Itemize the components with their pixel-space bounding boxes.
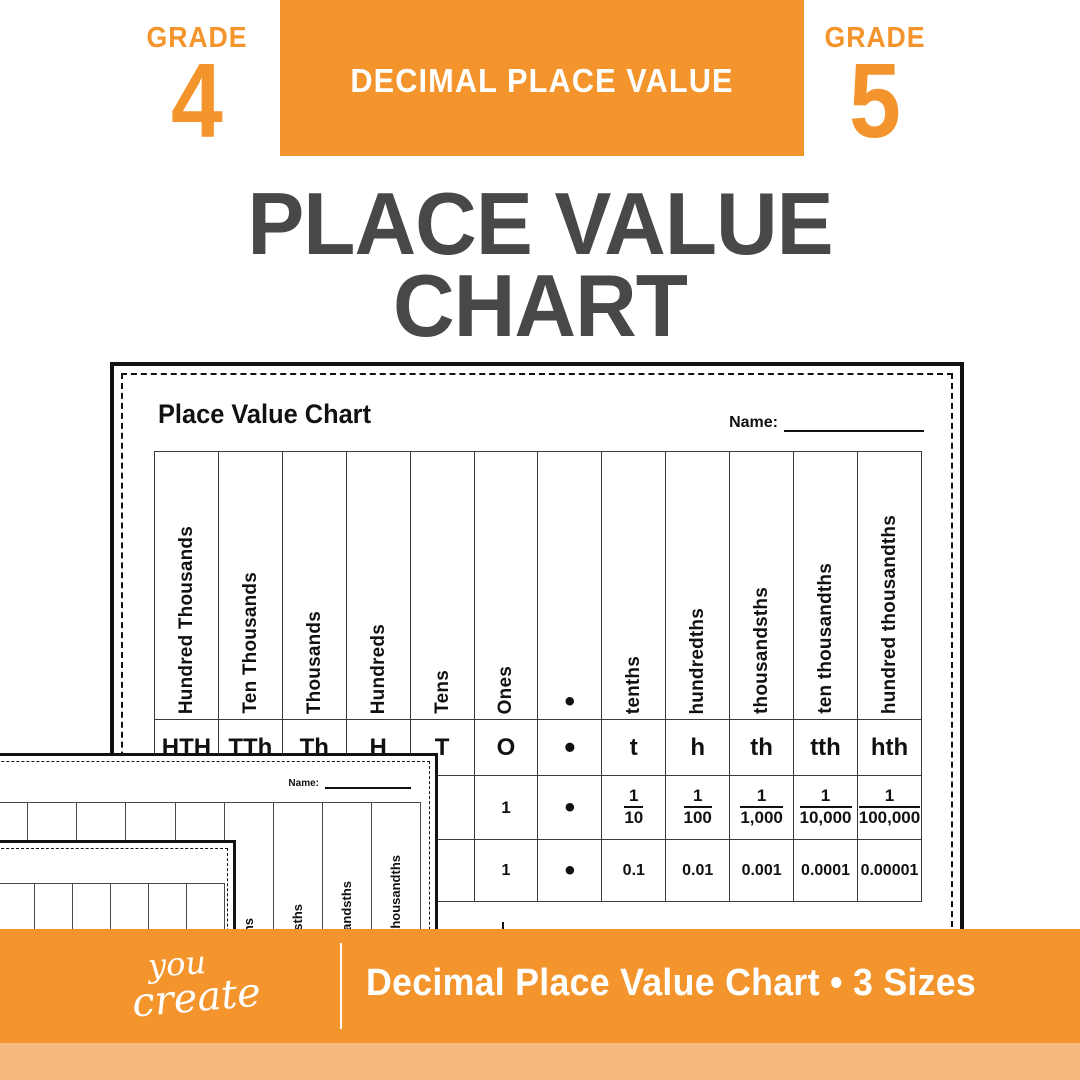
abbreviation-cell: th (729, 719, 795, 776)
preview-a-name-field: Name: (288, 778, 411, 789)
fraction-cell: 1 1,000 (729, 775, 795, 840)
page-title-line2: CHART (393, 255, 688, 355)
decimal-value-cell: 0.00001 (856, 839, 923, 902)
decimal-value-cell: 1 (473, 839, 539, 902)
place-name-label: Hundreds (367, 623, 389, 714)
grade-label-left: GRADE (146, 22, 248, 54)
place-name-label: Ten Thousands (239, 572, 261, 714)
place-name-label: Tens (431, 670, 453, 714)
table-row-abbreviations: HTH TTh Th H T O • t h th tth hth (154, 719, 923, 776)
worksheet-name-field[interactable]: Name: (729, 414, 924, 432)
footer-bottom-strip (0, 1043, 1080, 1080)
place-name-cell: Ones (473, 451, 539, 720)
abbreviation-cell: • (537, 719, 603, 776)
place-name-label: Ones (495, 665, 517, 714)
decimal-value-cell: 0.1 (601, 839, 667, 902)
place-name-cell: Hundreds (345, 451, 411, 720)
place-name-label: Thousands (303, 610, 325, 714)
place-name-cell: • (537, 451, 603, 720)
fraction-cell: 1 10 (601, 775, 667, 840)
place-name-cell: thousandsths (729, 451, 795, 720)
place-name-label: tenths (623, 655, 645, 714)
place-name-label: Hundred Thousands (175, 525, 197, 714)
preview-a-name-line (325, 780, 411, 789)
grade-number-left: 4 (171, 42, 223, 160)
grade-number-right: 5 (849, 42, 901, 160)
decimal-value-cell: 0.001 (729, 839, 795, 902)
fraction-cell: 1 (473, 775, 539, 840)
footer-caption: Decimal Place Value Chart • 3 Sizes (366, 962, 977, 1004)
table-row-place-names: Hundred Thousands Ten Thousands Thousands H… (154, 451, 923, 720)
header-banner: DECIMAL PLACE VALUE (280, 0, 804, 156)
place-name-cell: Hundred Thousands (154, 451, 219, 720)
decimal-value-cell: • (537, 839, 603, 902)
grade-badge-right: GRADE 5 (800, 22, 950, 160)
place-name-label: hundredths (687, 607, 709, 715)
page-title-line1: PLACE VALUE (247, 174, 833, 273)
abbreviation-cell: hth (856, 719, 923, 776)
place-name-cell: Thousands (281, 451, 347, 720)
worksheet-name-label: Name: (729, 414, 778, 431)
preview-a-name-label: Name: (288, 778, 319, 789)
fraction-cell: 1 10,000 (793, 775, 858, 840)
place-name-label: hundred thousandths (878, 514, 900, 714)
fraction-cell: 1 100 (665, 775, 731, 840)
place-name-cell: hundredths (665, 451, 731, 720)
abbreviation-cell: t (601, 719, 667, 776)
place-name-cell: Ten Thousands (217, 451, 283, 720)
place-name-label: • (564, 685, 576, 718)
place-name-label: thousandsths (751, 587, 773, 714)
worksheet-name-line[interactable] (784, 417, 924, 432)
fraction-cell: 1 100,000 (856, 775, 923, 840)
abbreviation-cell: h (665, 719, 731, 776)
grade-badge-left: GRADE 4 (122, 22, 272, 160)
fraction-cell: • (537, 775, 603, 840)
header-banner-text: DECIMAL PLACE VALUE (350, 62, 734, 99)
brand-logo-line2: create (130, 969, 263, 1027)
grade-label-right: GRADE (824, 22, 926, 54)
page-title: PLACE VALUE CHART (16, 180, 1064, 355)
place-name-cell: ten thousandths (793, 451, 858, 720)
footer-divider (340, 943, 342, 1029)
place-name-label: ten thousandths (815, 563, 837, 714)
abbreviation-cell: tth (793, 719, 858, 776)
place-name-cell: tenths (601, 451, 667, 720)
footer-bar: you create Decimal Place Value Chart • 3… (0, 929, 1080, 1043)
brand-logo: you create (118, 943, 318, 1029)
decimal-value-cell: 0.0001 (793, 839, 858, 902)
place-name-cell: Tens (409, 451, 475, 720)
abbreviation-cell: O (473, 719, 539, 776)
place-name-cell: hundred thousandths (856, 451, 923, 720)
decimal-value-cell: 0.01 (665, 839, 731, 902)
worksheet-title: Place Value Chart (158, 399, 372, 429)
